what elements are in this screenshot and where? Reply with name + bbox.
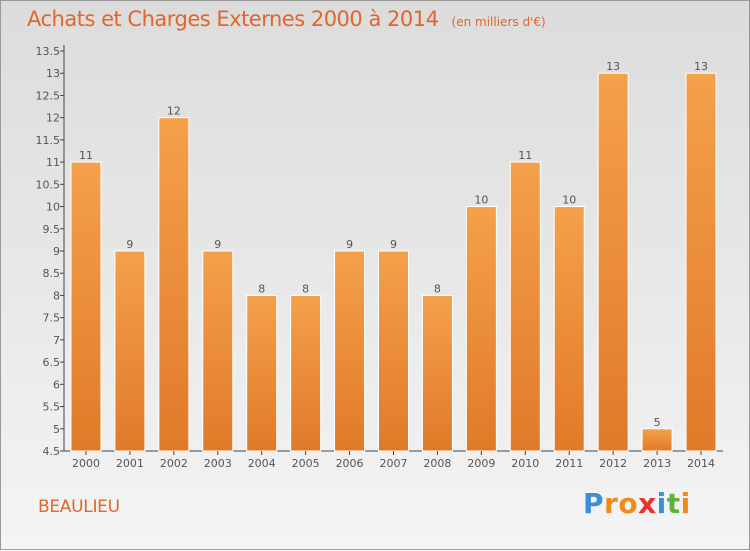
y-tick-label: 13 [46,67,60,80]
bar-value-label: 11 [518,149,532,162]
y-tick-label: 10.5 [36,178,61,191]
x-tick-label: 2006 [336,457,364,470]
bar [70,161,102,452]
x-tick-label: 2011 [555,457,583,470]
x-tick-label: 2008 [423,457,451,470]
y-tick-label: 13.5 [36,45,61,58]
bar-value-label: 13 [606,60,620,73]
place-name: BEAULIEU [38,497,120,517]
x-tick-label: 2007 [380,457,408,470]
bar-value-label: 9 [346,238,353,251]
y-tick-label: 6 [53,378,60,391]
y-tick-label: 6.5 [43,356,61,369]
y-tick-label: 9 [53,245,60,258]
bar-value-label: 11 [79,149,93,162]
bar-value-label: 8 [434,282,441,295]
chart-title-row: Achats et Charges Externes 2000 à 2014 (… [27,7,546,31]
y-tick-label: 7 [53,334,60,347]
bar [158,117,190,452]
x-tick-label: 2000 [72,457,100,470]
x-tick-label: 2010 [511,457,539,470]
bar-value-label: 8 [302,282,309,295]
bar-value-label: 8 [258,282,265,295]
bar-value-label: 9 [214,238,221,251]
logo-letter: x [638,487,657,520]
x-tick-label: 2004 [248,457,276,470]
chart-title: Achats et Charges Externes 2000 à 2014 [27,7,439,31]
y-tick-label: 8 [53,289,60,302]
x-tick-label: 2001 [116,457,144,470]
bar [553,206,585,452]
x-tick-label: 2009 [467,457,495,470]
x-tick-label: 2013 [643,457,671,470]
bar-value-label: 9 [390,238,397,251]
logo-letter: t [666,487,681,520]
y-tick-label: 12.5 [36,89,61,102]
chart-unit: (en milliers d'€) [451,15,546,29]
logo-letter: P [583,487,605,520]
y-tick-label: 12 [46,112,60,125]
x-tick-label: 2002 [160,457,188,470]
bar [597,72,629,452]
bar-value-label: 9 [126,238,133,251]
x-tick-label: 2005 [292,457,320,470]
y-tick-label: 11 [46,156,60,169]
bar [641,428,673,452]
bar-value-label: 10 [562,194,576,207]
bar [334,250,366,452]
y-tick-label: 5.5 [43,401,61,414]
bar [246,294,278,452]
bar-value-label: 5 [654,416,661,429]
bar [465,206,497,452]
bar [509,161,541,452]
y-tick-label: 11.5 [36,134,61,147]
bar [685,72,717,452]
y-tick-label: 7.5 [43,312,61,325]
logo-letter: i [680,487,691,520]
logo-letter: r [604,487,619,520]
proxiti-logo: Proxiti [583,487,691,520]
y-tick-label: 4.5 [43,445,61,458]
y-tick-label: 9.5 [43,223,61,236]
logo-letter: o [618,487,639,520]
x-tick-label: 2003 [204,457,232,470]
bar [421,294,453,452]
bar-value-label: 12 [167,105,181,118]
bar [378,250,409,452]
bar [202,250,234,452]
bar [290,294,322,452]
y-tick-label: 5 [53,423,60,436]
bar-value-label: 10 [474,194,488,207]
y-tick-label: 10 [46,201,60,214]
x-tick-label: 2012 [599,457,627,470]
x-tick-label: 2014 [687,457,715,470]
y-tick-label: 8.5 [43,267,61,280]
bar-value-label: 13 [694,60,708,73]
logo-letter: i [656,487,667,520]
bar [114,250,146,452]
